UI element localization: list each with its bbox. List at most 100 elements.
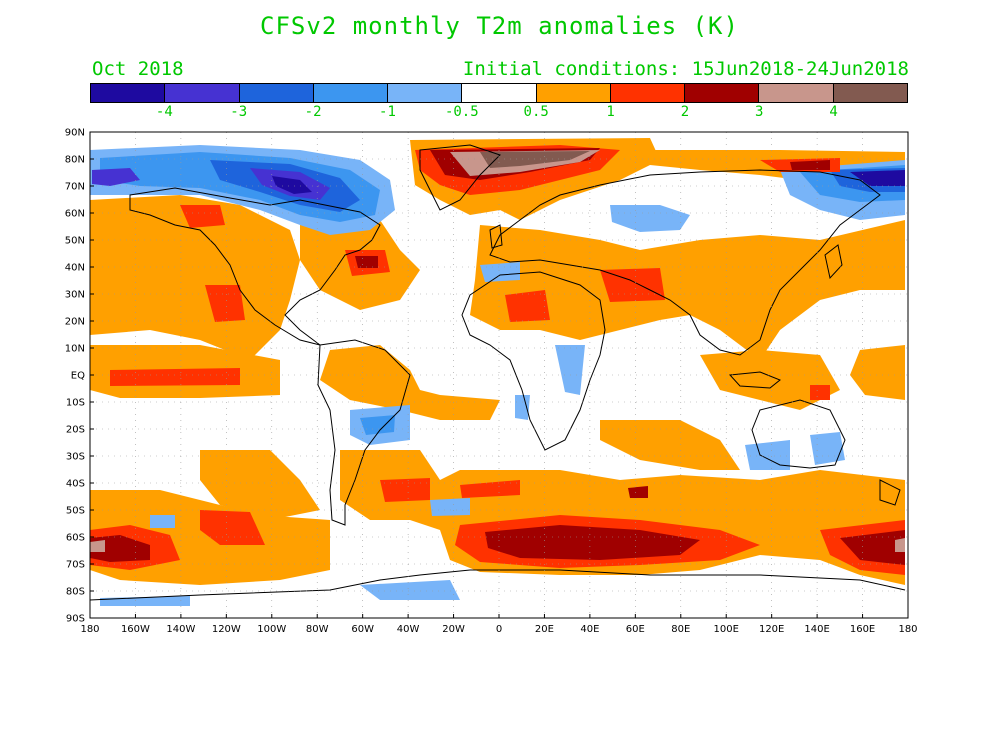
- warm-region: [505, 290, 550, 322]
- y-tick-label: 40S: [66, 479, 85, 490]
- cool-region: [850, 170, 905, 186]
- y-tick-label: 10N: [65, 344, 85, 355]
- x-tick-label: 160W: [121, 624, 150, 635]
- colorbar-tick-label: -4: [155, 104, 173, 120]
- colorbar-swatch: [462, 84, 537, 102]
- colorbar-swatch: [388, 84, 463, 102]
- cool-region: [745, 440, 790, 470]
- coastlines: [90, 144, 906, 601]
- warm-region: [470, 220, 905, 360]
- warm-region: [200, 450, 320, 520]
- warm-region: [460, 480, 520, 498]
- colorbar-tick-label: 4: [829, 104, 838, 120]
- colorbar: [90, 83, 908, 103]
- x-tick-label: 140E: [804, 624, 829, 635]
- cool-region: [555, 345, 585, 395]
- y-tick-label: 40N: [65, 263, 85, 274]
- colorbar-swatch: [313, 84, 389, 102]
- coastline-south-america: [317, 339, 411, 526]
- y-tick-label: 90S: [66, 614, 85, 625]
- colorbar-swatch: [165, 84, 240, 102]
- x-tick-label: 120E: [759, 624, 784, 635]
- cool-region: [360, 415, 395, 435]
- warm-region: [840, 530, 905, 565]
- y-tick-label: 90N: [65, 128, 85, 139]
- cool-anomaly-fields: [90, 145, 905, 606]
- y-tick-label: 20S: [66, 425, 85, 436]
- x-tick-label: 40E: [580, 624, 599, 635]
- colorbar-swatch: [685, 84, 760, 102]
- y-tick-label: EQ: [71, 371, 85, 382]
- warm-region: [480, 151, 590, 168]
- x-tick-label: 60W: [351, 624, 374, 635]
- warm-region: [320, 345, 500, 420]
- y-tick-label: 60S: [66, 533, 85, 544]
- colorbar-tick-label: -1: [379, 104, 396, 120]
- cool-region: [480, 262, 520, 282]
- coastline-new-zealand: [879, 479, 901, 506]
- x-tick-label: 60E: [626, 624, 645, 635]
- coastline-japan: [824, 244, 843, 280]
- colorbar-swatch: [91, 84, 166, 102]
- x-tick-label: 180: [898, 624, 917, 635]
- warm-region: [90, 540, 105, 552]
- cool-region: [610, 205, 690, 232]
- colorbar-tick-label: 0.5: [523, 104, 549, 120]
- colorbar-swatch: [536, 84, 611, 102]
- x-axis: 180 160W 140W 120W 100W 80W 60W 40W 20W 0 20E 40E 60…: [80, 614, 918, 635]
- warm-region: [355, 256, 378, 268]
- cool-region: [150, 515, 175, 528]
- forecast-month: Oct 2018: [92, 58, 184, 80]
- x-tick-label: 100E: [714, 624, 739, 635]
- warm-region: [600, 420, 740, 470]
- warm-region: [110, 368, 240, 386]
- warm-region: [850, 345, 905, 400]
- warm-region: [180, 205, 225, 228]
- warm-region: [90, 195, 300, 360]
- y-axis: 90N 80N 70N 60N 50N 40N 30N 20N 10N EQ 10S 20S 30S 40…: [65, 128, 94, 625]
- colorbar-tick-label: 3: [755, 104, 764, 120]
- x-tick-label: 0: [496, 624, 502, 635]
- x-tick-label: 140W: [166, 624, 195, 635]
- coastline-antarctica: [90, 569, 906, 601]
- colorbar-tick-label: 2: [680, 104, 690, 120]
- coastline-indonesia: [728, 371, 781, 389]
- y-tick-label: 70N: [65, 182, 85, 193]
- coastline-uk: [489, 224, 503, 249]
- colorbar-ticks: -4 -3 -2 -1 -0.5 0.5 1 2 3 4: [90, 104, 908, 122]
- y-tick-label: 60N: [65, 209, 85, 220]
- colorbar-swatch: [239, 84, 314, 102]
- grid-dots: [90, 132, 908, 618]
- warm-region: [810, 385, 830, 400]
- warm-region: [600, 268, 665, 302]
- colorbar-swatch: [610, 84, 686, 102]
- coastline-greenland: [419, 144, 501, 211]
- x-tick-label: 100W: [257, 624, 286, 635]
- coastline-eurasia: [489, 169, 881, 356]
- x-tick-label: 40W: [397, 624, 420, 635]
- warm-region: [790, 160, 830, 170]
- x-tick-label: 20W: [442, 624, 465, 635]
- y-tick-label: 80S: [66, 587, 85, 598]
- colorbar-swatch: [759, 84, 834, 102]
- x-tick-label: 80W: [306, 624, 329, 635]
- warm-region: [628, 486, 648, 498]
- map-title: CFSv2 monthly T2m anomalies (K): [260, 12, 739, 40]
- cool-region: [272, 176, 312, 194]
- x-tick-label: 160E: [850, 624, 875, 635]
- colorbar-tick-label: -2: [304, 104, 322, 120]
- y-tick-label: 50S: [66, 506, 85, 517]
- y-tick-label: 80N: [65, 155, 85, 166]
- warm-region: [380, 478, 430, 502]
- x-tick-label: 180: [80, 624, 99, 635]
- coastline-north-america: [129, 187, 381, 346]
- cool-region: [360, 580, 460, 600]
- colorbar-tick-label: -0.5: [444, 104, 479, 120]
- colorbar-swatch: [833, 84, 907, 102]
- colorbar-tick-label: 1: [606, 104, 615, 120]
- warm-anomaly-max: [480, 151, 590, 168]
- cool-region: [515, 395, 530, 420]
- cool-region: [430, 498, 470, 516]
- y-tick-label: 70S: [66, 560, 85, 571]
